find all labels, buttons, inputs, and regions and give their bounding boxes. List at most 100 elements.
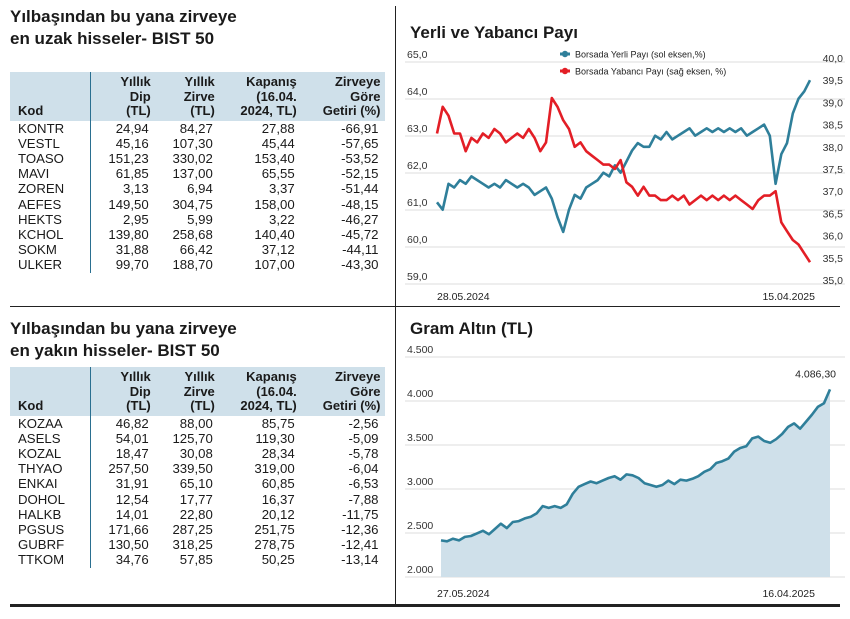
yillik-dip: 139,80 xyxy=(90,227,155,242)
stock-code: ASELS xyxy=(10,431,90,446)
table-row: HEKTS 2,95 5,99 3,22 -46,27 xyxy=(10,212,385,227)
kapanis: 319,00 xyxy=(219,461,301,476)
yillik-zirve: 318,25 xyxy=(155,537,219,552)
yillik-zirve: 30,08 xyxy=(155,446,219,461)
y-tick-label: 4.000 xyxy=(407,388,433,400)
yillik-dip: 54,01 xyxy=(90,431,155,446)
zirveye-gore-getiri: -2,56 xyxy=(301,416,385,431)
y-left-tick-label: 65,0 xyxy=(407,49,428,61)
kapanis: 65,55 xyxy=(219,166,301,181)
x-label-end: 16.04.2025 xyxy=(762,588,815,600)
yillik-zirve: 304,75 xyxy=(155,197,219,212)
kapanis: 3,37 xyxy=(219,181,301,196)
y-left-tick-label: 64,0 xyxy=(407,86,428,98)
yillik-dip: 34,76 xyxy=(90,552,155,567)
stock-code: TTKOM xyxy=(10,552,90,567)
bottom-stock-table: Kod Yıllık Dip (TL) Yıllık Zirve (TL) Kapanı… xyxy=(10,367,385,568)
yillik-dip: 24,94 xyxy=(90,121,155,136)
yillik-dip: 61,85 xyxy=(90,166,155,181)
stock-code: AEFES xyxy=(10,197,90,212)
kapanis: 85,75 xyxy=(219,416,301,431)
zirveye-gore-getiri: -6,53 xyxy=(301,476,385,491)
y-right-tick-label: 36,5 xyxy=(823,208,844,220)
header-zirve: Yıllık Zirve (TL) xyxy=(155,367,219,416)
yillik-dip: 12,54 xyxy=(90,492,155,507)
y-tick-label: 3.500 xyxy=(407,432,433,444)
y-left-tick-label: 62,0 xyxy=(407,160,428,172)
header-zirve: Yıllık Zirve (TL) xyxy=(155,72,219,121)
table-row: ZOREN 3,13 6,94 3,37 -51,44 xyxy=(10,181,385,196)
top-table-title-line1: Yılbaşından bu yana zirveye xyxy=(10,6,237,27)
yillik-zirve: 6,94 xyxy=(155,181,219,196)
table-row: KCHOL 139,80 258,68 140,40 -45,72 xyxy=(10,227,385,242)
zirveye-gore-getiri: -12,36 xyxy=(301,522,385,537)
stock-code: TOASO xyxy=(10,151,90,166)
table-row: HALKB 14,01 22,80 20,12 -11,75 xyxy=(10,507,385,522)
zirveye-gore-getiri: -7,88 xyxy=(301,492,385,507)
kapanis: 153,40 xyxy=(219,151,301,166)
table-row: TTKOM 34,76 57,85 50,25 -13,14 xyxy=(10,552,385,567)
yillik-dip: 151,23 xyxy=(90,151,155,166)
header-kapanis: Kapanış (16.04. 2024, TL) xyxy=(219,72,301,121)
stock-code: HALKB xyxy=(10,507,90,522)
table-row: DOHOL 12,54 17,77 16,37 -7,88 xyxy=(10,492,385,507)
table-row: ASELS 54,01 125,70 119,30 -5,09 xyxy=(10,431,385,446)
zirveye-gore-getiri: -11,75 xyxy=(301,507,385,522)
stock-code: VESTL xyxy=(10,136,90,151)
yillik-zirve: 107,30 xyxy=(155,136,219,151)
yillik-dip: 171,66 xyxy=(90,522,155,537)
top-stock-table: Kod Yıllık Dip (TL) Yıllık Zirve (TL) Kapanı… xyxy=(10,72,385,273)
table-row: ENKAI 31,91 65,10 60,85 -6,53 xyxy=(10,476,385,491)
header-getiri: Zirveye Göre Getiri (%) xyxy=(301,367,385,416)
stock-code: GUBRF xyxy=(10,537,90,552)
table-row: TOASO 151,23 330,02 153,40 -53,52 xyxy=(10,151,385,166)
stock-code: MAVI xyxy=(10,166,90,181)
header-kod: Kod xyxy=(10,72,90,121)
y-tick-label: 2.000 xyxy=(407,564,433,576)
x-label-end: 15.04.2025 xyxy=(762,291,815,303)
table-row: SOKM 31,88 66,42 37,12 -44,11 xyxy=(10,242,385,257)
yillik-dip: 3,13 xyxy=(90,181,155,196)
kapanis: 140,40 xyxy=(219,227,301,242)
zirveye-gore-getiri: -13,14 xyxy=(301,552,385,567)
zirveye-gore-getiri: -53,52 xyxy=(301,151,385,166)
y-left-tick-label: 61,0 xyxy=(407,197,428,209)
table-row: AEFES 149,50 304,75 158,00 -48,15 xyxy=(10,197,385,212)
header-dip: Yıllık Dip (TL) xyxy=(90,72,155,121)
table-row: THYAO 257,50 339,50 319,00 -6,04 xyxy=(10,461,385,476)
yillik-dip: 257,50 xyxy=(90,461,155,476)
zirveye-gore-getiri: -45,72 xyxy=(301,227,385,242)
yerli-yabanci-chart: 65,0 64,0 63,0 62,0 61,0 60,0 59,0 40,0 39,5 39,0… xyxy=(405,46,845,308)
kapanis: 60,85 xyxy=(219,476,301,491)
stock-code: KONTR xyxy=(10,121,90,136)
table-row: GUBRF 130,50 318,25 278,75 -12,41 xyxy=(10,537,385,552)
y-left-tick-label: 60,0 xyxy=(407,234,428,246)
yillik-zirve: 66,42 xyxy=(155,242,219,257)
y-right-tick-label: 38,0 xyxy=(823,142,844,154)
y-left-tick-label: 59,0 xyxy=(407,271,428,283)
zirveye-gore-getiri: -44,11 xyxy=(301,242,385,257)
yillik-zirve: 339,50 xyxy=(155,461,219,476)
legend-marker xyxy=(562,51,568,57)
stock-code: HEKTS xyxy=(10,212,90,227)
stock-code: SOKM xyxy=(10,242,90,257)
header-dip: Yıllık Dip (TL) xyxy=(90,367,155,416)
yillik-dip: 130,50 xyxy=(90,537,155,552)
yillik-zirve: 22,80 xyxy=(155,507,219,522)
kapanis: 3,22 xyxy=(219,212,301,227)
yillik-dip: 99,70 xyxy=(90,257,155,272)
kapanis: 20,12 xyxy=(219,507,301,522)
last-value-label: 4.086,30 xyxy=(795,368,836,380)
yillik-zirve: 287,25 xyxy=(155,522,219,537)
yillik-zirve: 125,70 xyxy=(155,431,219,446)
header-kapanis: Kapanış (16.04. 2024, TL) xyxy=(219,367,301,416)
header-getiri: Zirveye Göre Getiri (%) xyxy=(301,72,385,121)
stock-code: ULKER xyxy=(10,257,90,272)
chart1-title: Yerli ve Yabancı Payı xyxy=(410,22,578,43)
yillik-dip: 18,47 xyxy=(90,446,155,461)
kapanis: 251,75 xyxy=(219,522,301,537)
stock-code: KOZAA xyxy=(10,416,90,431)
zirveye-gore-getiri: -51,44 xyxy=(301,181,385,196)
y-right-tick-label: 39,0 xyxy=(823,97,844,109)
y-right-tick-label: 36,0 xyxy=(823,231,844,243)
